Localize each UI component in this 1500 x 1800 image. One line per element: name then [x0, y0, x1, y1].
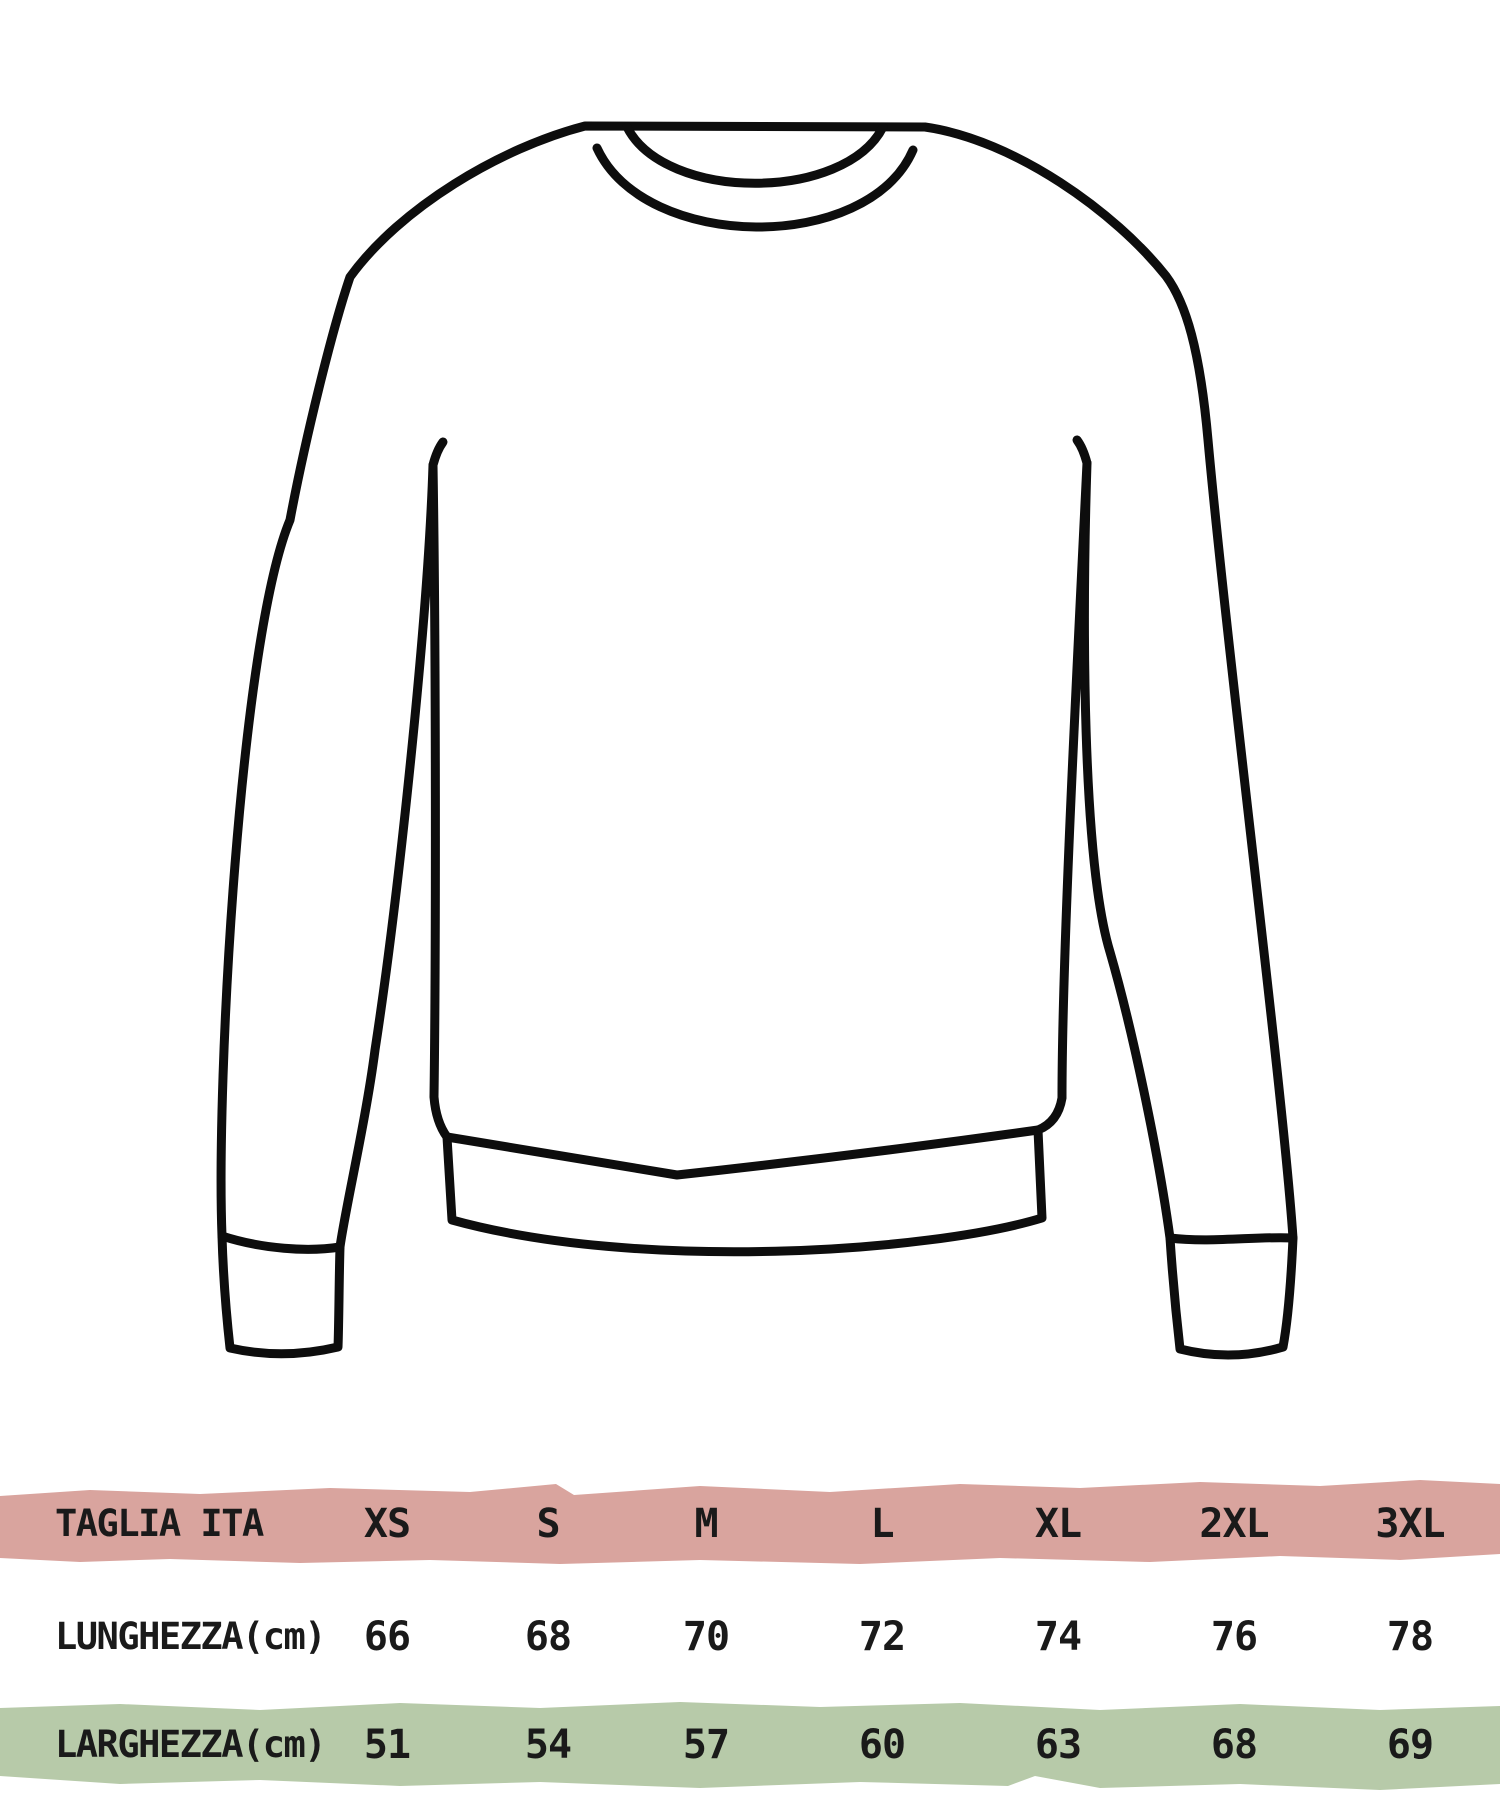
length-row: LUNGHEZZA(cm) 66 68 70 72 74 76 78	[0, 1600, 1500, 1676]
width-s: 54	[524, 1722, 572, 1768]
left-cuff-seam	[217, 1231, 345, 1254]
right-cuff-seam	[1165, 1233, 1298, 1245]
width-row-label: LARGHEZZA(cm)	[55, 1723, 327, 1766]
size-col-s: S	[536, 1501, 560, 1547]
size-header-row: TAGLIA ITA XS S M L XL 2XL 3XL	[0, 1476, 1500, 1564]
length-2xl: 76	[1210, 1614, 1258, 1660]
collar-ribbing-seam	[592, 143, 918, 232]
width-row: LARGHEZZA(cm) 51 54 57 60 63 68 69	[0, 1698, 1500, 1790]
size-col-3xl: 3XL	[1375, 1501, 1445, 1547]
length-s: 68	[524, 1614, 572, 1660]
width-brush-band	[0, 1702, 1500, 1790]
width-m: 57	[682, 1722, 730, 1768]
size-col-m: M	[694, 1501, 718, 1547]
length-m: 70	[682, 1614, 730, 1660]
right-armhole-hook	[1072, 435, 1092, 468]
width-l: 60	[858, 1722, 906, 1768]
size-col-xl: XL	[1034, 1501, 1082, 1547]
length-l: 72	[858, 1614, 906, 1660]
width-xl: 63	[1034, 1722, 1082, 1768]
header-row-label: TAGLIA ITA	[55, 1502, 264, 1545]
length-xs: 66	[363, 1614, 411, 1660]
size-col-l: L	[870, 1501, 894, 1547]
width-xs: 51	[363, 1722, 411, 1768]
sweatshirt-figure	[216, 121, 1298, 1360]
header-brush-band	[0, 1480, 1500, 1564]
neck-opening-arc	[622, 122, 888, 188]
length-3xl: 78	[1386, 1614, 1434, 1660]
width-3xl: 69	[1386, 1722, 1434, 1768]
left-armhole-hook	[428, 437, 448, 470]
length-row-label: LUNGHEZZA(cm)	[55, 1615, 327, 1658]
sweatshirt-silhouette	[216, 121, 1298, 1360]
width-2xl: 68	[1210, 1722, 1258, 1768]
size-col-xs: XS	[363, 1501, 411, 1547]
sweatshirt-outline-drawing	[216, 121, 1298, 1360]
length-xl: 74	[1034, 1614, 1082, 1660]
waistband-top-seam	[442, 1125, 1043, 1180]
size-col-2xl: 2XL	[1199, 1501, 1269, 1547]
